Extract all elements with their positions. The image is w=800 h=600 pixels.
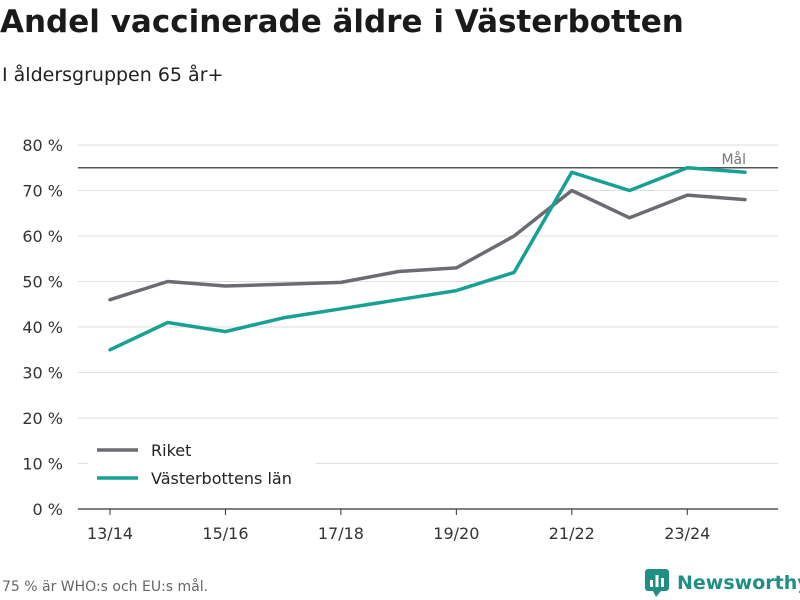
y-tick-label: 50 % (22, 273, 63, 292)
y-tick-label: 10 % (22, 455, 63, 474)
line-chart: 0 % 10 % 20 % 30 % 40 % 50 % 60 % 70 % 80 % 13/14… (22, 136, 778, 543)
y-tick-label: 0 % (33, 500, 63, 519)
x-tick-label: 17/18 (318, 524, 364, 543)
legend-label: Riket (151, 441, 191, 460)
data-point (570, 189, 574, 193)
x-tick-label: 13/14 (87, 524, 133, 543)
data-point (166, 320, 170, 324)
page-title: Andel vaccinerade äldre i Västerbotten (0, 4, 684, 40)
y-tick-label: 70 % (22, 182, 63, 201)
data-point (628, 216, 632, 220)
chart-subtitle: I åldersgruppen 65 år+ (2, 64, 224, 86)
data-point (454, 289, 458, 293)
series-line-riket (108, 188, 747, 302)
newsworthy-logo-icon (645, 569, 669, 597)
data-point (397, 298, 401, 302)
data-point (339, 307, 343, 311)
data-point (685, 166, 689, 170)
y-tick-label: 40 % (22, 318, 63, 337)
data-point (454, 266, 458, 270)
series-line-vasterbotten (108, 166, 747, 352)
data-point (281, 282, 285, 286)
y-tick-label: 30 % (22, 364, 63, 383)
data-point (512, 270, 516, 274)
data-point (397, 269, 401, 273)
y-tick-label: 20 % (22, 409, 63, 428)
y-tick-label: 80 % (22, 136, 63, 155)
brand-label: Newsworthy (677, 572, 800, 594)
data-point (108, 348, 112, 352)
legend-label: Västerbottens län (151, 469, 292, 488)
data-point (223, 330, 227, 334)
data-point (166, 280, 170, 284)
data-point (743, 198, 747, 202)
data-point (281, 316, 285, 320)
legend-box (88, 432, 316, 496)
data-point (685, 193, 689, 197)
data-point (570, 170, 574, 174)
data-point (339, 280, 343, 284)
y-tick-label: 60 % (22, 227, 63, 246)
x-tick-label: 23/24 (664, 524, 710, 543)
x-tick-label: 15/16 (202, 524, 248, 543)
data-point (512, 234, 516, 238)
data-point (223, 284, 227, 288)
target-label: Mål (721, 151, 746, 168)
data-point (743, 170, 747, 174)
data-point (628, 189, 632, 193)
x-tick-label: 19/20 (433, 524, 479, 543)
newsworthy-logo[interactable]: Newsworthy (645, 569, 800, 597)
footnote: 75 % är WHO:s och EU:s mål. (2, 579, 209, 595)
data-point (108, 298, 112, 302)
x-tick-label: 21/22 (549, 524, 595, 543)
